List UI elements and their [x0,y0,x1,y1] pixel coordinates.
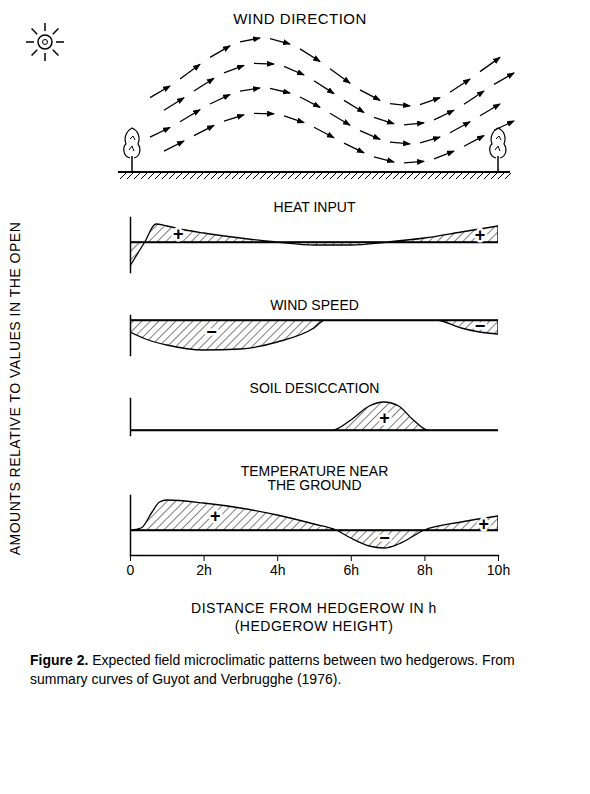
svg-text:0: 0 [127,562,135,578]
svg-text:−: − [475,316,486,336]
svg-text:+: + [475,225,486,245]
svg-text:8h: 8h [417,562,433,578]
svg-text:−: − [379,528,390,548]
html-text:Figure 2. Expected field micro: Figure 2. Expected field microclimatic p… [30,652,515,687]
svg-text:WIND DIRECTION: WIND DIRECTION [233,10,367,27]
svg-text:2h: 2h [196,562,212,578]
svg-text:WIND SPEED: WIND SPEED [270,297,359,313]
svg-text:−: − [206,322,217,342]
svg-text:+: + [210,506,221,526]
svg-text:+: + [173,224,184,244]
svg-text:SOIL DESICCATION: SOIL DESICCATION [250,380,380,396]
svg-text:+: + [379,408,390,428]
svg-text:+: + [479,514,490,534]
svg-text:6h: 6h [344,562,360,578]
html-text:DISTANCE FROM HEDGEROW IN h: DISTANCE FROM HEDGEROW IN h [191,600,437,616]
svg-text:10h: 10h [487,562,510,578]
svg-text:HEAT INPUT: HEAT INPUT [274,199,356,215]
svg-text:4h: 4h [270,562,286,578]
html-text:(HEDGEROW HEIGHT): (HEDGEROW HEIGHT) [234,618,394,634]
svg-text:TEMPERATURE NEARTHE GROUND: TEMPERATURE NEARTHE GROUND [241,463,389,493]
svg-text:AMOUNTS RELATIVE TO VALUES IN: AMOUNTS RELATIVE TO VALUES IN THE OPEN [7,222,23,556]
